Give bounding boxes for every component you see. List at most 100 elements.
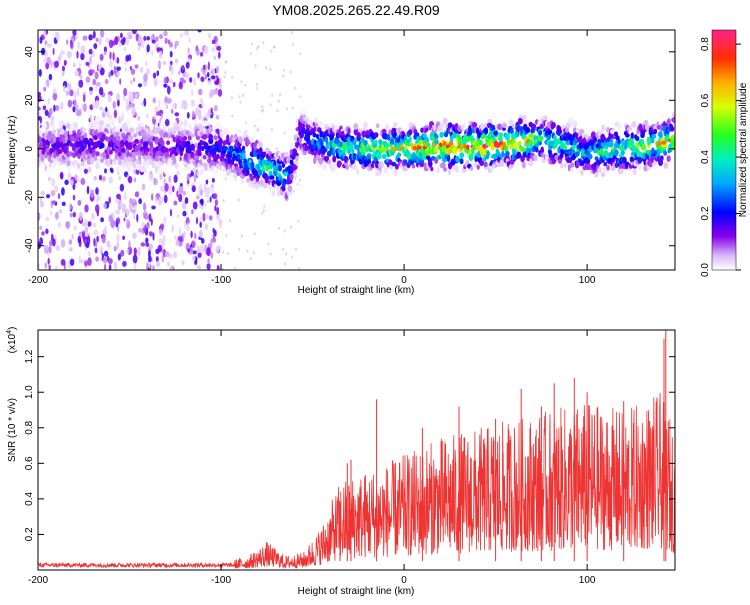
spectrogram-sparse-cell (262, 41, 265, 45)
spectrogram-noise-cell (67, 83, 71, 90)
spectrogram-ridge-cell (643, 164, 648, 172)
spectrogram-noise-cell (187, 222, 190, 231)
spectrogram-sparse-cell (291, 106, 294, 110)
spectrogram-noise-cell (155, 36, 159, 42)
spectrogram-ridge-cell (68, 151, 74, 157)
spectrogram-noise-cell (85, 76, 91, 83)
spectrogram-noise-cell (39, 196, 42, 204)
spectrogram-noise-cell (169, 41, 173, 48)
spectrogram-noise-cell (104, 263, 107, 270)
spectrogram-ridge-cell (90, 157, 94, 165)
spectrogram-sparse-cell (269, 68, 272, 72)
spectrogram-ridge-cell (265, 147, 270, 153)
spectrogram-sparse-cell (244, 121, 247, 125)
spectrogram-noise-cell (65, 90, 69, 96)
spectrogram-ridge-cell (234, 133, 238, 139)
spectrogram-noise-cell (53, 104, 56, 112)
spectrogram-ridge-cell (483, 127, 489, 135)
spectrogram-ridge-cell (570, 167, 574, 173)
spectrogram-ridge-cell (337, 161, 342, 166)
spectrogram-sparse-cell (223, 75, 226, 79)
spectrogram-ridge-cell (601, 124, 605, 132)
spectrogram-ridge-cell (257, 168, 263, 177)
spectrogram-sparse-cell (283, 68, 286, 72)
snr-y-tick-label: 0.8 (24, 420, 35, 434)
spectrogram-ridge-cell (208, 133, 213, 140)
spectrogram-ridge-cell (614, 131, 618, 137)
spectrogram-noise-cell (99, 67, 105, 76)
spectrogram-noise-cell (191, 185, 196, 193)
spectrogram-ridge-cell (164, 167, 169, 175)
spectrogram-noise-cell (211, 178, 215, 183)
spectrogram-noise-cell (122, 260, 127, 267)
spectrogram-noise-cell (87, 166, 92, 173)
spectrogram-ridge-cell (455, 156, 461, 163)
spectrogram-ridge-cell (650, 138, 655, 144)
spectrogram-noise-cell (125, 104, 130, 111)
spectrogram-noise-cell (85, 242, 90, 249)
spectrogram-noise-cell (38, 263, 41, 269)
spectrogram-ridge-cell (60, 129, 65, 134)
spectrogram-noise-cell (174, 58, 179, 64)
spectrogram-sparse-cell (270, 49, 273, 53)
spectrogram-noise-cell (81, 104, 85, 110)
spectrogram-noise-cell (95, 187, 99, 195)
spectrogram-noise-cell (133, 263, 137, 270)
spectrogram-noise-cell (169, 208, 173, 217)
spectrogram-sparse-cell (238, 248, 241, 251)
spectrogram-noise-cell (89, 114, 93, 122)
spectrogram-noise-cell (125, 36, 130, 46)
spectrogram-ridge-cell (264, 176, 269, 184)
spectrogram-noise-cell (78, 79, 84, 88)
spectrogram-ridge-cell (478, 139, 483, 146)
spectrogram-ridge-cell (386, 133, 391, 141)
spectrogram-sparse-cell (290, 255, 293, 259)
spectrogram-noise-cell (125, 55, 130, 62)
spectrogram-noise-cell (82, 35, 88, 41)
spectrogram-ticks: -200 -100 0 100 40 20 0 -20 -40 (24, 30, 675, 286)
spectrogram-ridge-cell (324, 136, 329, 143)
spectrogram-noise-cell (108, 176, 113, 184)
spectrogram-ridge-cell (240, 179, 244, 185)
spectrogram-noise-cell (163, 178, 166, 185)
spectrogram-ridge-cell (287, 185, 293, 192)
spectrogram-noise-cell (75, 110, 81, 117)
spectrogram-noise-cell (76, 178, 80, 183)
spectrogram-noise-cell (44, 49, 48, 59)
spectrogram-ridge-cell (246, 139, 251, 145)
spectrogram-ridge-cell (397, 152, 402, 158)
spectrogram-noise-cell (59, 171, 64, 180)
spectrogram-noise-cell (112, 52, 115, 61)
spectrogram-noise-cell (116, 57, 120, 64)
spectrogram-noise-cell (51, 200, 57, 205)
spectrogram-noise-cell (189, 173, 192, 178)
spectrogram-noise-cell (120, 32, 123, 39)
spectrogram-noise-cell (195, 107, 199, 115)
spectrogram-ridge-cell (476, 164, 480, 170)
spectrogram-sparse-cell (241, 93, 244, 97)
spectrogram-noise-cell (173, 174, 178, 183)
spectrogram-noise-cell (122, 235, 125, 240)
spectrogram-ridge-cell (637, 157, 641, 163)
spectrogram-noise-cell (148, 173, 154, 181)
spectrogram-ridge-cell (258, 141, 263, 149)
spectrogram-ridge-cell (538, 130, 542, 136)
spectrogram-noise-cell (115, 198, 120, 204)
spectrogram-noise-cell (55, 105, 60, 111)
spectrogram-noise-cell (67, 50, 72, 59)
spectrogram-ridge-cell (373, 139, 378, 145)
spectrogram-sparse-cell (237, 198, 240, 202)
spectrogram-sparse-cell (227, 252, 230, 256)
spectrogram-sparse-cell (233, 266, 236, 270)
spectrogram-ridge-cell (472, 122, 478, 128)
spectrogram-noise-cell (108, 196, 111, 204)
spectrogram-noise-cell (183, 230, 186, 238)
spectrogram-noise-cell (148, 231, 153, 237)
spectrogram-ridge-cell (439, 122, 444, 129)
spectrogram-noise-cell (218, 51, 221, 59)
spectrogram-sparse-cell (292, 189, 295, 193)
spectrogram-noise-cell (206, 72, 210, 78)
spectrogram-noise-cell (173, 251, 178, 259)
spectrogram-noise-cell (100, 30, 105, 38)
spectrogram-noise-cell (66, 39, 69, 45)
